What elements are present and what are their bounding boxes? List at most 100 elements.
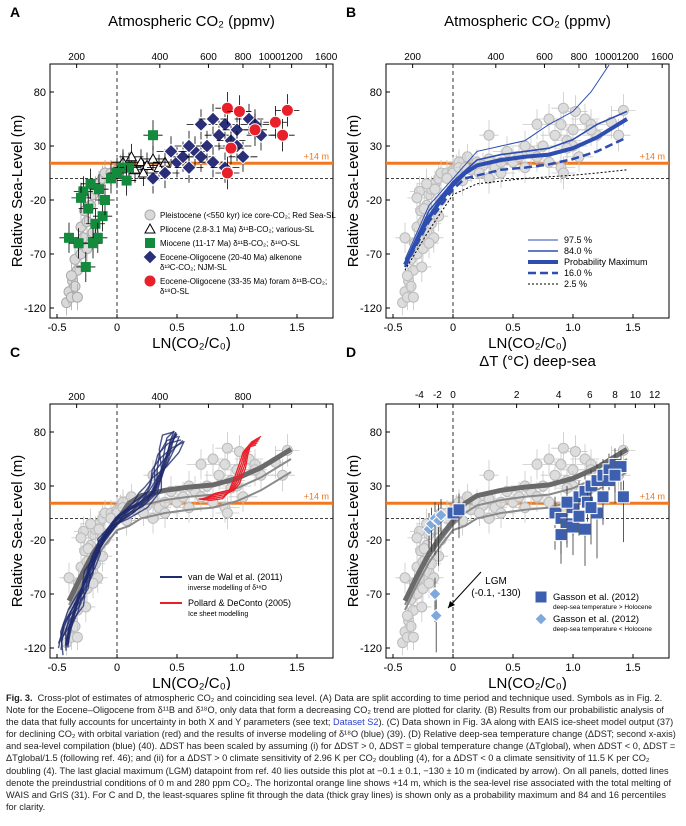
- background-data-point: [543, 453, 555, 465]
- top-tick-label: 1600: [315, 52, 338, 63]
- pleistocene-point: [65, 270, 77, 282]
- gasson-warm-point: [560, 495, 574, 509]
- background-data-point: [573, 151, 585, 163]
- legend-label: Miocene (11-17 Ma) δ¹¹B-CO₂; δ¹⁸O-SL: [160, 239, 300, 248]
- background-data-point: [219, 458, 231, 470]
- eocene-alkenone-point: [163, 143, 179, 160]
- top-tick-label: 1600: [651, 52, 674, 63]
- eocene-foram-point: [248, 123, 262, 137]
- y-tick-label: -70: [366, 589, 382, 601]
- legend-label: van de Wal et al. (2011): [188, 572, 283, 582]
- legend-label: 97.5 %: [564, 235, 592, 245]
- eocene-alkenone-point: [181, 159, 197, 176]
- percentile-line-dotted: [404, 169, 628, 271]
- top-tick-label: 800: [235, 52, 252, 63]
- gasson-warm-point: [566, 520, 580, 534]
- x-tick-label: 0: [114, 322, 120, 334]
- legend-label: Pliocene (2.8-3.1 Ma) δ¹¹B-CO₂; various-…: [160, 225, 315, 234]
- y-tick-label: -70: [30, 249, 46, 261]
- miocene-point: [88, 238, 98, 249]
- background-data-point: [429, 183, 441, 195]
- x-tick-label: 0: [450, 322, 456, 334]
- y-tick-label: 80: [370, 427, 382, 439]
- x-axis-label: LN(CO₂/C₀): [152, 675, 231, 690]
- x-tick-label: 1.5: [625, 322, 640, 334]
- background-data-point: [543, 156, 555, 168]
- lgm-coords: (-0.1, -130): [471, 588, 520, 599]
- top-tick-label: 1200: [281, 52, 304, 63]
- x-tick-label: 0.5: [169, 662, 184, 674]
- lgm-arrowhead-icon: [448, 601, 455, 608]
- miocene-point: [124, 162, 134, 173]
- background-data-point: [555, 458, 567, 470]
- y-tick-label: -20: [366, 535, 382, 547]
- miocene-point: [97, 211, 108, 222]
- orange-line-label: +14 m: [304, 491, 329, 501]
- background-data-point: [557, 102, 569, 114]
- eocene-alkenone-point: [211, 127, 227, 143]
- background-data-point: [416, 601, 428, 613]
- gasson-warm-point: [452, 503, 466, 517]
- pliocene-point: [125, 150, 138, 162]
- background-data-point: [399, 232, 411, 244]
- background-data-point: [82, 543, 94, 555]
- top-tick-label: 6: [587, 390, 593, 401]
- legend-label: Gasson et al. (2012): [553, 592, 639, 603]
- gasson-cold-point: [534, 612, 548, 626]
- gasson-warm-point: [534, 590, 548, 604]
- panel-letter: D: [346, 344, 356, 360]
- lgm-label: LGM: [485, 576, 507, 587]
- dataset-link[interactable]: Dataset S2: [333, 717, 379, 728]
- pollard-model-line: [199, 442, 258, 500]
- percentile-line-dashed: [403, 136, 628, 268]
- top-tick-label: 8: [612, 390, 618, 401]
- gasson-warm-point: [596, 490, 610, 504]
- top-tick-label: 2: [514, 390, 520, 401]
- caption-text-2: ). (C) Data shown in Fig. 3A along with …: [6, 717, 676, 812]
- eocene-alkenone-point: [205, 111, 221, 127]
- eocene-foram-point: [276, 128, 290, 142]
- top-axis-title: Atmospheric CO₂ (ppmv): [444, 13, 611, 30]
- panel-letter: C: [10, 344, 20, 360]
- eocene-foram-point: [220, 166, 234, 180]
- background-data-point: [549, 469, 561, 481]
- percentile-line-thick: [403, 117, 629, 266]
- background-data-point: [71, 631, 83, 643]
- eocene-alkenone-point: [175, 149, 191, 165]
- miocene-point: [100, 195, 110, 205]
- background-data-point: [557, 167, 569, 179]
- y-tick-label: -120: [360, 643, 382, 655]
- legend-sublabel: deep-sea temperature > Holocene: [553, 604, 652, 611]
- top-tick-label: 200: [68, 392, 85, 403]
- pliocene-point: [144, 222, 156, 234]
- top-tick-label: 200: [68, 52, 85, 63]
- eocene-alkenone-point: [181, 138, 197, 154]
- background-data-point: [407, 291, 419, 303]
- background-data-point: [557, 442, 569, 454]
- miocene-point: [85, 178, 96, 189]
- eocene-alkenone-point: [193, 149, 209, 165]
- gasson-warm-point: [608, 468, 622, 482]
- legend-sublabel: Ice sheet modelling: [188, 611, 248, 618]
- van-de-wal-model-line: [62, 440, 185, 637]
- pollard-model-line: [198, 444, 257, 502]
- miocene-point: [73, 238, 84, 249]
- top-tick-label: 800: [235, 392, 252, 403]
- top-tick-label: 600: [536, 52, 553, 63]
- plot-frame: [385, 63, 670, 319]
- background-data-point: [569, 445, 581, 457]
- legend-label: Gasson et al. (2012): [553, 614, 639, 625]
- lgm-arrow-icon: [447, 571, 482, 609]
- background-data-point: [221, 507, 233, 519]
- x-tick-label: 1.5: [289, 662, 304, 674]
- legend-sublabel: inverse modelling of δ¹⁸O: [188, 585, 267, 592]
- y-tick-label: -20: [30, 195, 46, 207]
- x-tick-label: 1.0: [229, 662, 244, 674]
- orange-line-label: +14 m: [640, 491, 665, 501]
- background-data-point: [93, 523, 105, 535]
- percentile-line-thin: [404, 64, 610, 260]
- pollard-model-line: [200, 440, 259, 500]
- legend-label: 16.0 %: [564, 268, 592, 278]
- pleistocene-point: [144, 209, 156, 221]
- y-tick-label: 80: [34, 427, 46, 439]
